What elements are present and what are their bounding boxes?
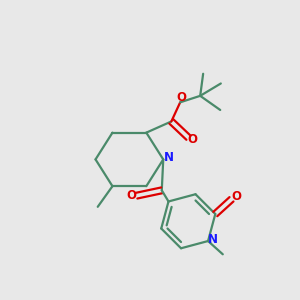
Text: O: O: [231, 190, 241, 203]
Text: O: O: [176, 92, 186, 104]
Text: O: O: [127, 189, 136, 202]
Text: N: N: [208, 233, 218, 246]
Text: N: N: [164, 152, 174, 164]
Text: O: O: [187, 133, 197, 146]
